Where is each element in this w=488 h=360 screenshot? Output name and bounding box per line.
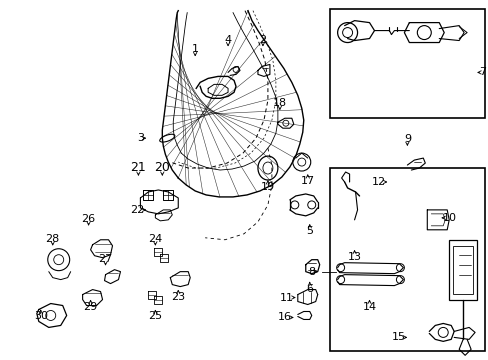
Text: 20: 20 [154, 161, 170, 174]
Text: 28: 28 [45, 234, 60, 244]
Text: 14: 14 [362, 302, 376, 311]
Text: 1: 1 [191, 45, 198, 54]
Text: 21: 21 [130, 161, 146, 174]
Text: 11: 11 [279, 293, 293, 302]
Text: 23: 23 [171, 292, 185, 302]
Text: 3: 3 [137, 133, 144, 143]
Text: 6: 6 [305, 284, 313, 294]
Text: 26: 26 [81, 214, 96, 224]
Text: 2: 2 [259, 35, 266, 45]
Text: 16: 16 [277, 312, 291, 323]
Text: 30: 30 [34, 311, 48, 321]
Bar [329, 168, 484, 351]
Text: 25: 25 [148, 311, 162, 321]
Text: 17: 17 [300, 176, 314, 186]
Text: 13: 13 [347, 252, 361, 262]
Text: 9: 9 [403, 134, 410, 144]
Text: 8: 8 [308, 267, 315, 276]
Text: 10: 10 [442, 213, 456, 223]
Text: 15: 15 [390, 332, 405, 342]
Text: 18: 18 [272, 98, 286, 108]
Bar [329, 9, 484, 118]
Text: 12: 12 [370, 177, 385, 187]
Text: 4: 4 [224, 35, 231, 45]
Bar [452, 246, 472, 293]
Text: 27: 27 [98, 254, 112, 264]
Text: 24: 24 [148, 234, 162, 244]
Text: 19: 19 [260, 182, 274, 192]
Text: 5: 5 [305, 226, 313, 236]
Bar [448, 240, 476, 300]
Text: 22: 22 [130, 205, 144, 215]
Text: 29: 29 [83, 302, 98, 311]
Text: 7: 7 [478, 67, 485, 77]
